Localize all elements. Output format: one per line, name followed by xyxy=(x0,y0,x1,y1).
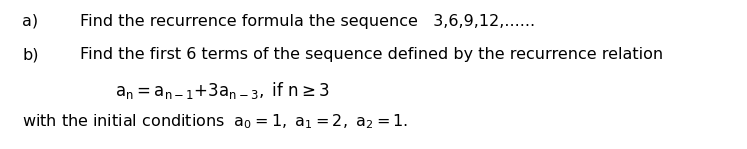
Text: with the initial conditions  $\mathsf{a_0{=}1,\ a_1{=}2,\ a_2{=}1.}$: with the initial conditions $\mathsf{a_0… xyxy=(22,112,408,131)
Text: $\mathsf{a_n{=}a_{n-1}{+}3a_{n-3},\ if\ n{\geq}3}$: $\mathsf{a_n{=}a_{n-1}{+}3a_{n-3},\ if\ … xyxy=(115,80,330,101)
Text: a): a) xyxy=(22,14,38,29)
Text: Find the first 6 terms of the sequence defined by the recurrence relation: Find the first 6 terms of the sequence d… xyxy=(80,47,663,62)
Text: b): b) xyxy=(22,47,39,62)
Text: Find the recurrence formula the sequence   3,6,9,12,......: Find the recurrence formula the sequence… xyxy=(80,14,535,29)
